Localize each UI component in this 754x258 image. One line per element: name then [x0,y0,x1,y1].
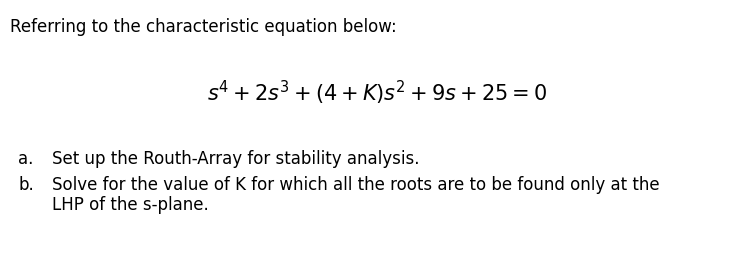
Text: b.: b. [18,176,34,194]
Text: Set up the Routh-Array for stability analysis.: Set up the Routh-Array for stability ana… [52,150,419,168]
Text: $s^4 + 2s^3 + (4 + K)s^2 + 9s + 25 = 0$: $s^4 + 2s^3 + (4 + K)s^2 + 9s + 25 = 0$ [207,79,547,107]
Text: Solve for the value of K for which all the roots are to be found only at the: Solve for the value of K for which all t… [52,176,660,194]
Text: Referring to the characteristic equation below:: Referring to the characteristic equation… [10,18,397,36]
Text: a.: a. [18,150,33,168]
Text: LHP of the s-plane.: LHP of the s-plane. [52,196,209,214]
